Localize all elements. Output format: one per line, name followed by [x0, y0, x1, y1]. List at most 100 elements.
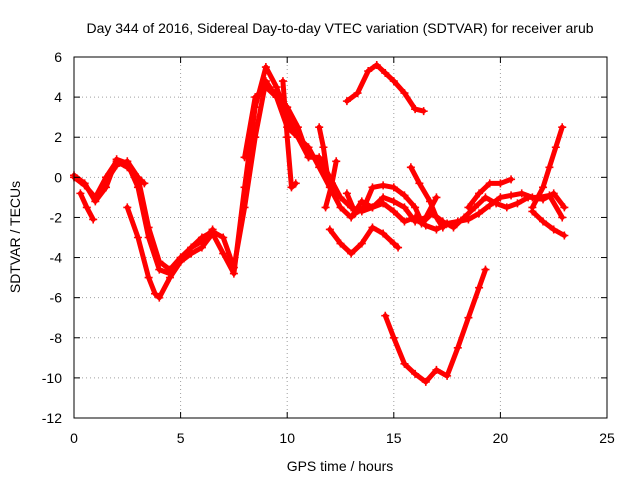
data-point: [240, 203, 249, 212]
data-point: [496, 179, 505, 188]
data-point: [411, 369, 420, 378]
data-point: [123, 163, 132, 172]
data-point: [155, 293, 164, 302]
data-point: [539, 183, 548, 192]
data-point: [496, 193, 505, 202]
data-point: [560, 203, 569, 212]
series-line: [529, 208, 567, 238]
chart-title: Day 344 of 2016, Sidereal Day-to-day VTE…: [86, 20, 593, 36]
series-s14: [381, 265, 490, 386]
series-s4: [76, 189, 98, 224]
data-point: [304, 143, 313, 152]
series-s7: [261, 83, 441, 226]
data-point: [332, 157, 341, 166]
data-point: [293, 133, 302, 142]
x-tick-label: 5: [177, 430, 185, 446]
data-point: [123, 203, 132, 212]
data-point: [251, 93, 260, 102]
data-point: [400, 89, 409, 98]
series-s12: [325, 223, 403, 258]
series-line: [124, 204, 216, 301]
y-tick-label: 4: [54, 89, 62, 105]
x-tick-label: 20: [493, 430, 509, 446]
y-tick-label: -10: [42, 370, 62, 386]
data-point: [112, 157, 121, 166]
y-tick-label: -6: [50, 290, 63, 306]
data-point: [151, 289, 160, 298]
series-s8: [278, 77, 300, 192]
data-point: [389, 207, 398, 216]
data-point: [492, 199, 501, 208]
data-point: [315, 163, 324, 172]
data-point: [364, 67, 373, 76]
data-point: [272, 89, 281, 98]
data-point: [400, 191, 409, 200]
data-point: [428, 209, 437, 218]
x-tick-label: 25: [599, 430, 615, 446]
data-point: [261, 83, 270, 92]
data-point: [287, 183, 296, 192]
data-point: [315, 123, 324, 132]
x-tick-label: 0: [70, 430, 78, 446]
data-point: [321, 203, 330, 212]
data-point: [144, 223, 153, 232]
data-point: [240, 153, 249, 162]
data-point: [411, 105, 420, 114]
data-point: [438, 217, 447, 226]
data-point: [485, 201, 494, 210]
data-point: [560, 231, 569, 240]
series-s5: [123, 203, 217, 302]
y-tick-label: 6: [54, 49, 62, 65]
x-tick-label: 10: [279, 430, 295, 446]
series-s9: [315, 123, 332, 182]
data-point: [389, 183, 398, 192]
series-line: [280, 78, 299, 190]
y-tick-label: 0: [54, 169, 62, 185]
data-point: [394, 243, 403, 252]
data-point: [549, 189, 558, 198]
data-point: [176, 257, 185, 266]
data-point: [144, 273, 153, 282]
data-point: [327, 179, 336, 188]
data-point: [558, 213, 567, 222]
data-point: [197, 237, 206, 246]
data-point: [507, 191, 516, 200]
data-point: [368, 183, 377, 192]
data-point: [347, 249, 356, 258]
data-point: [342, 189, 351, 198]
data-point: [432, 225, 441, 234]
data-point: [381, 69, 390, 78]
data-point: [261, 63, 270, 72]
data-point: [389, 197, 398, 206]
data-point: [389, 333, 398, 342]
data-point: [400, 217, 409, 226]
data-point: [481, 265, 490, 274]
y-axis-label: SDTVAR / TECUs: [7, 181, 23, 293]
data-point: [283, 133, 292, 142]
data-point: [475, 209, 484, 218]
series-s10: [321, 157, 341, 212]
data-point: [513, 199, 522, 208]
data-point: [251, 133, 260, 142]
series-line: [92, 158, 147, 200]
data-point: [133, 233, 142, 242]
tick-labels: 0 5 10 15 20 25 -12 -10 -8 -6 -4 -2 0 2 4 6: [42, 49, 615, 446]
data-point: [389, 239, 398, 248]
data-point: [278, 77, 287, 86]
data-point: [219, 233, 228, 242]
data-point: [319, 143, 328, 152]
data-point: [353, 89, 362, 98]
data-point: [545, 191, 554, 200]
series-s18: [528, 123, 567, 212]
data-point: [432, 365, 441, 374]
data-point: [208, 225, 217, 234]
data-point: [419, 107, 428, 116]
data-point: [91, 193, 100, 202]
series-line: [327, 225, 401, 256]
data-point: [389, 77, 398, 86]
data-point: [379, 181, 388, 190]
data-point: [325, 225, 334, 234]
data-point: [379, 193, 388, 202]
y-tick-label: -4: [50, 250, 63, 266]
